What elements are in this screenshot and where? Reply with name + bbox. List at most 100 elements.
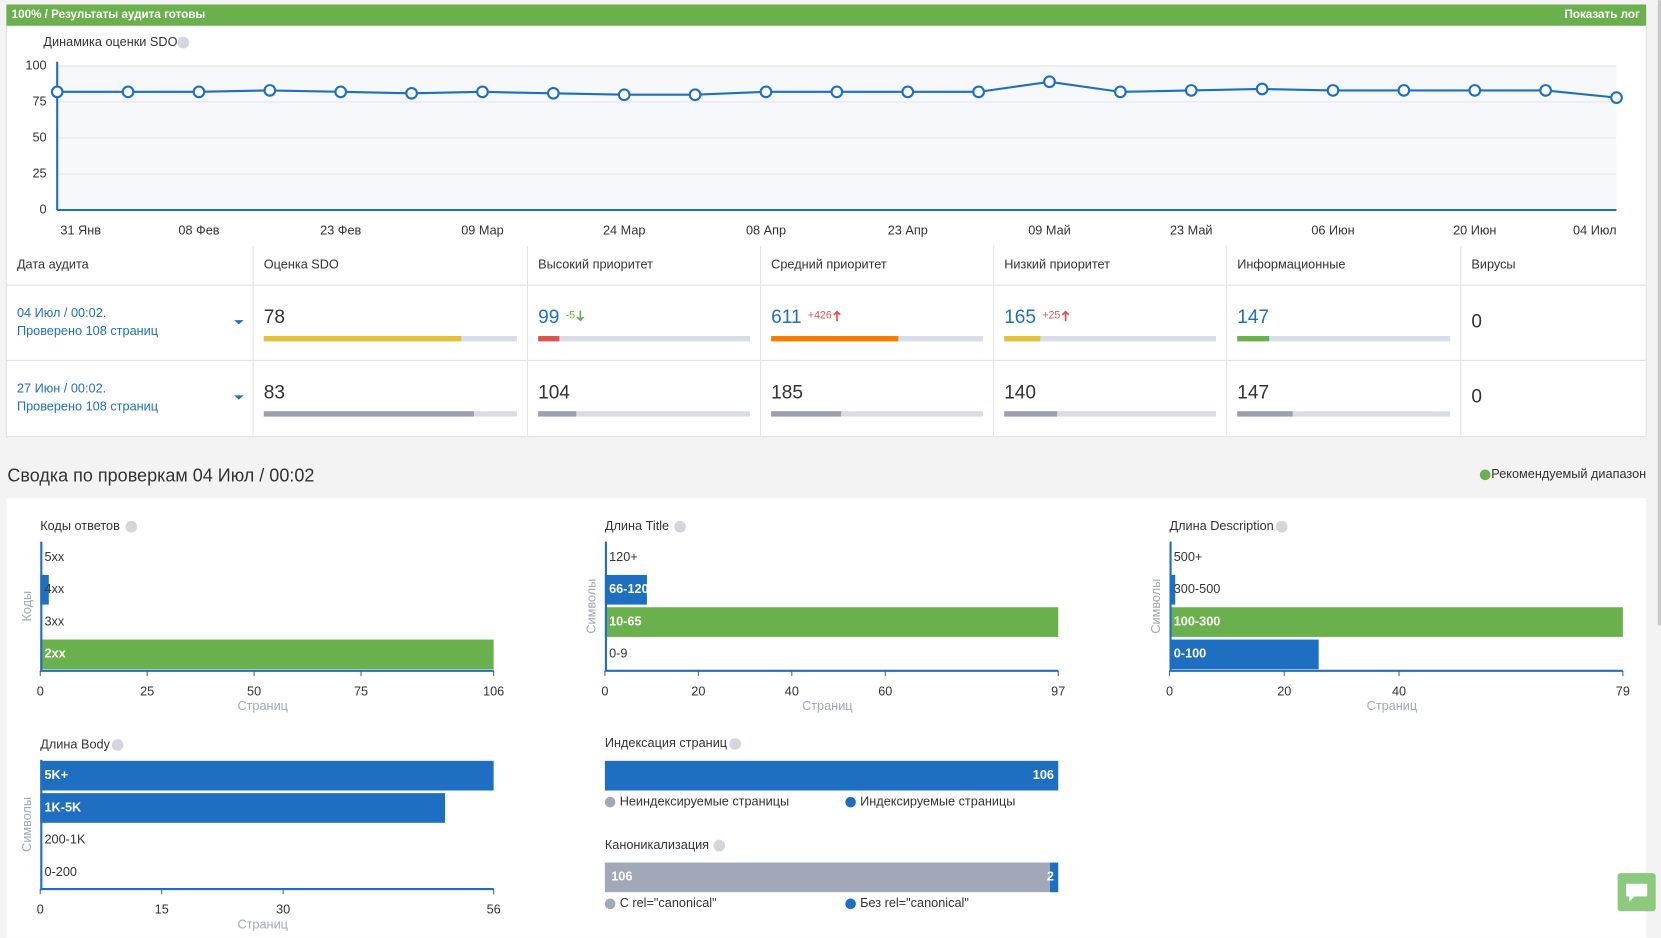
x-tick-label: 08 Фев — [178, 223, 219, 238]
point — [1539, 84, 1552, 97]
x-tick-label: 30 — [276, 902, 290, 917]
progress-bar — [1237, 411, 1293, 417]
point — [688, 88, 702, 102]
bar-segment — [604, 760, 1059, 791]
y-axis-label: Символы — [1148, 579, 1163, 634]
column-header: Вирусы — [1471, 256, 1515, 271]
bar-category-label: 1K-5K — [44, 799, 82, 814]
point — [405, 86, 418, 100]
legend-label: Неиндексируемые страницы — [620, 794, 789, 809]
cell-delta: -5 — [566, 310, 576, 322]
x-tick-label: 56 — [487, 902, 501, 917]
point — [759, 85, 773, 99]
y-tick-label: 100 — [25, 57, 46, 72]
point — [1326, 84, 1340, 97]
point — [830, 85, 844, 99]
x-tick-label: 09 Май — [1028, 223, 1071, 238]
info-icon[interactable] — [674, 520, 686, 533]
x-tick-label: 06 Июн — [1311, 223, 1354, 238]
show-log-button[interactable]: Показать лог — [1564, 8, 1639, 21]
legend-label: Без rel="canonical" — [860, 895, 969, 910]
x-tick-label: 23 Май — [1170, 223, 1213, 238]
bar-category-label: 200-1K — [44, 832, 85, 847]
dropdown-arrow[interactable] — [234, 320, 244, 325]
info-icon[interactable] — [1275, 520, 1288, 533]
audit-pages[interactable]: Проверено 108 страниц — [17, 398, 158, 413]
column-header: Низкий приоритет — [1004, 256, 1110, 271]
x-tick-label: 31 Янв — [60, 223, 101, 238]
bar-segment — [1049, 862, 1059, 893]
cell-value: 147 — [1237, 382, 1269, 403]
legend-label: Индексируемые страницы — [860, 794, 1015, 809]
status-text: 100% / Результаты аудита готовы — [12, 8, 206, 21]
y-axis-label: Символы — [584, 579, 599, 634]
progress-track — [1004, 336, 1217, 342]
info-icon[interactable] — [177, 36, 190, 49]
point — [476, 85, 489, 99]
bar-category-label: 5K+ — [44, 767, 68, 782]
point — [121, 85, 135, 99]
point — [617, 88, 631, 102]
x-axis-label: Страниц — [237, 698, 288, 713]
info-icon[interactable] — [111, 739, 124, 751]
x-tick-label: 20 — [691, 683, 705, 698]
cell-value: 104 — [538, 382, 570, 403]
dropdown-arrow[interactable] — [234, 395, 244, 400]
progress-bar — [263, 411, 474, 417]
progress-bar — [771, 336, 899, 342]
legend-label: С rel="canonical" — [620, 895, 717, 910]
x-tick-label: 20 Июн — [1453, 223, 1496, 238]
bar — [1169, 574, 1176, 605]
audit-date[interactable]: 27 Июн / 00:02. — [17, 380, 106, 395]
chart-title: Каноникализация — [605, 837, 709, 852]
point — [1043, 75, 1056, 89]
y-tick-label: 0 — [40, 201, 47, 216]
info-icon[interactable] — [713, 839, 726, 852]
cell-value: 147 — [1237, 307, 1269, 328]
cell-value: 99 — [538, 307, 559, 328]
y-tick-label: 75 — [32, 93, 46, 108]
x-tick-label: 40 — [785, 683, 799, 698]
cell-value: 611 — [771, 307, 801, 328]
bar — [604, 574, 647, 605]
chart-title: Длина Body — [40, 736, 110, 751]
bar — [1169, 639, 1319, 670]
x-axis-label: Страниц — [1367, 698, 1418, 713]
bar-category-label: 500+ — [1174, 549, 1203, 564]
summary-title: Сводка по проверкам 04 Июл / 00:02 — [7, 466, 314, 486]
y-axis-label: Символы — [19, 797, 34, 852]
point — [1255, 82, 1269, 96]
progress-bar — [538, 336, 560, 342]
cell-value: 165 — [1004, 307, 1036, 328]
progress-track — [1237, 336, 1451, 342]
x-tick-label: 0 — [37, 683, 44, 698]
x-tick-label: 97 — [1051, 683, 1065, 698]
progress-bar — [1004, 336, 1041, 342]
info-icon[interactable] — [125, 520, 138, 533]
x-tick-label: 60 — [878, 683, 892, 698]
progress-bar — [263, 336, 462, 342]
point — [546, 86, 560, 100]
point — [1184, 84, 1198, 97]
bar-category-label: 2xx — [44, 646, 65, 661]
progress-track — [771, 411, 984, 417]
bar-category-label: 10-65 — [609, 613, 642, 628]
y-tick-label: 25 — [32, 165, 46, 180]
audit-date[interactable]: 04 Июл / 00:02. — [17, 305, 106, 320]
y-axis-label: Коды — [19, 591, 34, 622]
scrollbar[interactable] — [1657, 0, 1661, 626]
column-header: Информационные — [1237, 256, 1345, 271]
chart-title: Динамика оценки SDO — [43, 34, 177, 49]
column-header: Средний приоритет — [771, 256, 887, 271]
status-bar — [6, 4, 1647, 26]
chart-title: Индексация страниц — [605, 735, 727, 750]
info-icon[interactable] — [729, 738, 741, 750]
x-axis-label: Страниц — [237, 916, 288, 931]
audit-pages[interactable]: Проверено 108 страниц — [17, 323, 158, 338]
chart-title: Коды ответов — [40, 518, 120, 533]
point — [263, 84, 277, 97]
bar — [40, 793, 446, 823]
content: 0 25 50 75 100 31 Янв 08 Фев 23 Фев 09 Мар 24 Мар… — [6, 57, 1647, 931]
column-header: Оценка SDO — [264, 256, 339, 271]
